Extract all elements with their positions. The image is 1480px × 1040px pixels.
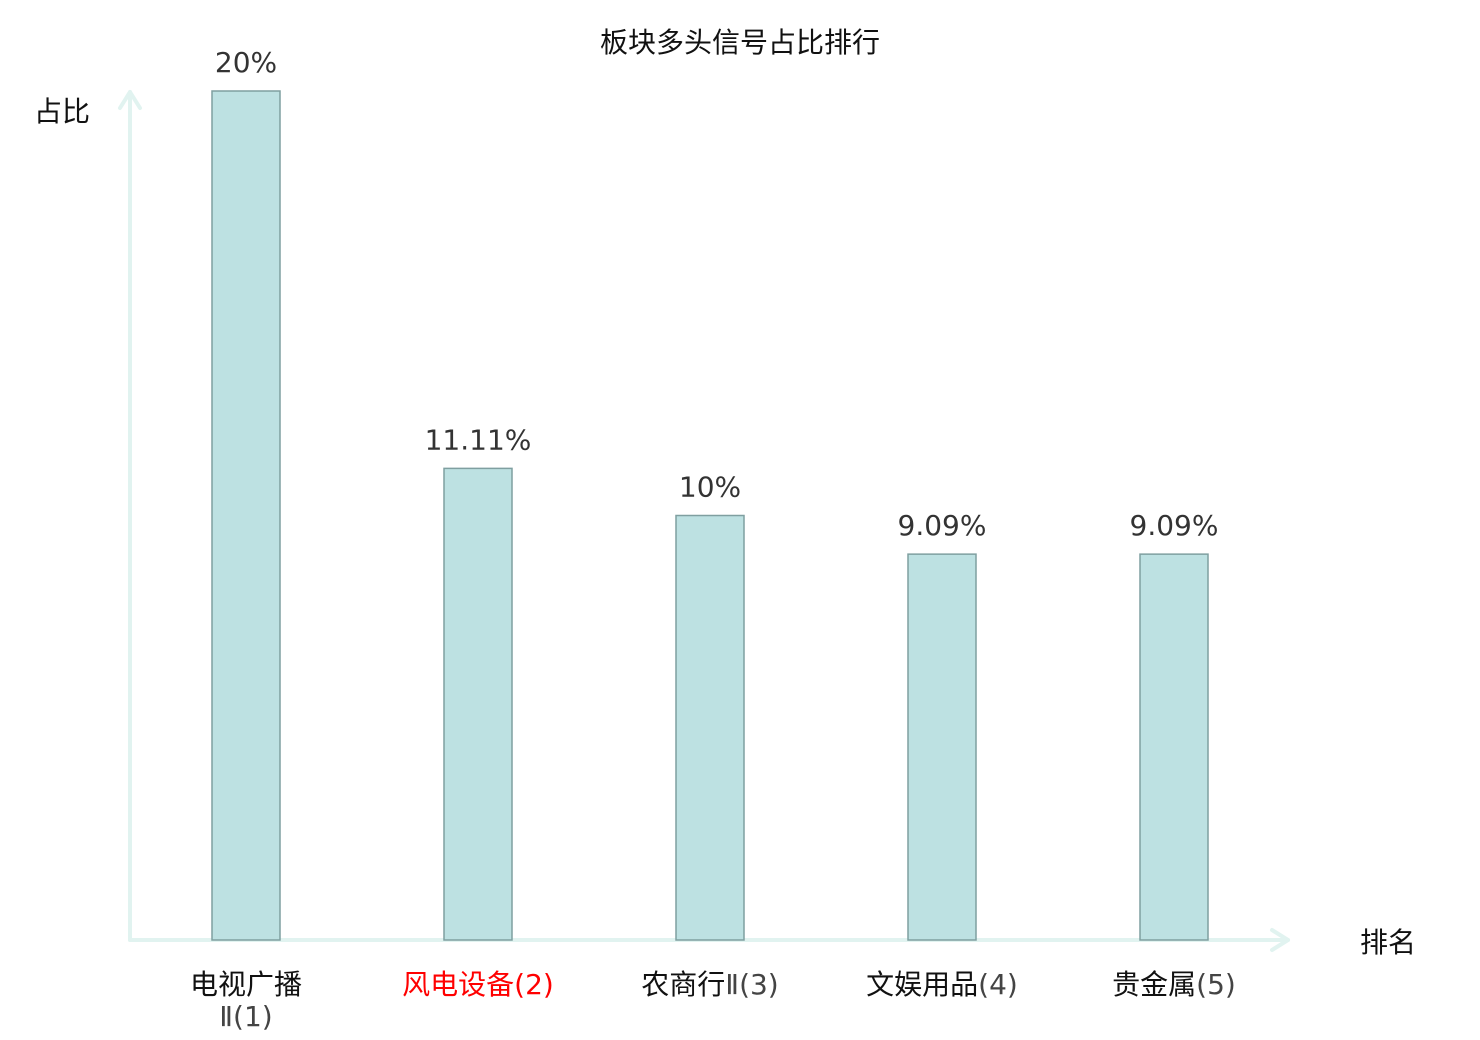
category-label-2: 风电设备(2) xyxy=(402,968,554,1001)
value-label-2: 11.11% xyxy=(425,423,532,456)
category-text: 文娱用品(4) xyxy=(866,968,1018,1001)
y-axis-label: 占比 xyxy=(34,95,90,128)
category-name: 农商行 xyxy=(641,968,725,1001)
y-axis-arrow xyxy=(118,90,142,110)
category-name: 文娱用品 xyxy=(866,968,978,1001)
category-text: 风电设备(2) xyxy=(402,968,554,1001)
category-name: 电视广播 xyxy=(190,968,302,1001)
x-axis-label: 排名 xyxy=(1360,926,1416,959)
category-rank: Ⅱ(1) xyxy=(219,1000,272,1033)
category-label-5: 贵金属(5) xyxy=(1112,968,1236,1001)
category-rank: (2) xyxy=(514,968,554,1001)
category-label-3: 农商行Ⅱ(3) xyxy=(641,968,778,1001)
bars-group xyxy=(211,90,1209,941)
value-label-3: 10% xyxy=(679,471,741,504)
bar-3 xyxy=(675,514,745,941)
value-label-4: 9.09% xyxy=(898,509,987,542)
category-text: 农商行Ⅱ(3) xyxy=(641,968,778,1001)
category-label-4: 文娱用品(4) xyxy=(866,968,1018,1001)
category-name: 贵金属 xyxy=(1112,968,1196,1001)
bar-1 xyxy=(211,90,281,941)
bar-5 xyxy=(1139,553,1209,941)
category-rank: Ⅱ(3) xyxy=(725,968,778,1001)
chart-title: 板块多头信号占比排行 xyxy=(600,26,880,59)
category-rank: (5) xyxy=(1196,968,1236,1001)
bar-2 xyxy=(443,467,513,941)
category-name: 风电设备 xyxy=(402,968,514,1001)
value-label-5: 9.09% xyxy=(1130,509,1219,542)
value-labels-group: 20% 11.11% 10% 9.09% 9.09% xyxy=(215,46,1219,542)
category-rank: (4) xyxy=(978,968,1018,1001)
bar-4 xyxy=(907,553,977,941)
value-label-1: 20% xyxy=(215,46,277,79)
x-axis-arrow xyxy=(1270,928,1290,952)
category-text: 贵金属(5) xyxy=(1112,968,1236,1001)
